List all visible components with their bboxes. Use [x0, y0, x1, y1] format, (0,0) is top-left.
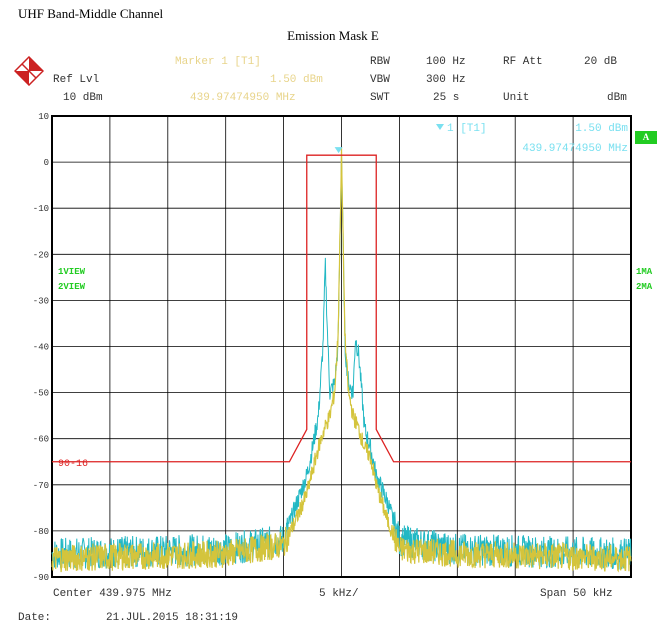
rbw-label: RBW [370, 56, 390, 68]
swt-value: 25 s [433, 92, 460, 104]
swt-label: SWT [370, 92, 390, 104]
ref-lvl-label: Ref Lvl [53, 74, 100, 86]
mask-label: 90-16 [58, 459, 88, 470]
vbw-value: 300 Hz [426, 74, 466, 86]
date-value: 21.JUL.2015 18:31:19 [106, 612, 239, 624]
y-tick-label: -10 [33, 204, 49, 214]
y-tick-label: -70 [33, 481, 49, 491]
center-freq: Center 439.975 MHz [53, 588, 172, 600]
marker-1-triangle [334, 147, 343, 154]
rbw-value: 100 Hz [426, 56, 466, 68]
unit-value: dBm [607, 92, 627, 104]
span: Span 50 kHz [540, 588, 613, 600]
unit-label: Unit [503, 92, 530, 104]
date-label: Date: [18, 612, 52, 624]
rs-logo-icon [14, 56, 44, 86]
left-label-1view: 1VIEW [58, 267, 86, 277]
left-label-2view: 2VIEW [58, 282, 86, 292]
marker-label: Marker 1 [T1] [175, 56, 261, 68]
page-title: UHF Band-Middle Channel [18, 6, 164, 21]
emission-mask-line [52, 154, 631, 463]
y-tick-label: -20 [33, 250, 49, 260]
y-tick-label: -90 [33, 573, 49, 583]
right-label-2ma: 2MA [636, 282, 653, 292]
marker-readout-icon [436, 124, 444, 130]
y-tick-label: -50 [33, 389, 49, 399]
rf-att-label: RF Att [503, 56, 543, 68]
plot-marker-level: 1.50 dBm [575, 123, 628, 135]
vbw-label: VBW [370, 74, 390, 86]
marker-level: 1.50 dBm [270, 74, 323, 86]
y-tick-label: 10 [38, 112, 49, 122]
plot-marker-label: 1 [T1] [447, 123, 487, 135]
y-tick-label: -40 [33, 343, 49, 353]
chart-title: Emission Mask E [287, 28, 379, 43]
y-tick-label: -60 [33, 435, 49, 445]
status-badge-a: A [635, 131, 657, 144]
ref-lvl-value: 10 dBm [63, 92, 103, 104]
marker-freq: 439.97474950 MHz [190, 92, 296, 104]
per-division: 5 kHz/ [319, 588, 359, 600]
y-tick-label: -30 [33, 296, 49, 306]
y-tick-label: 0 [44, 158, 49, 168]
y-tick-label: -80 [33, 527, 49, 537]
rf-att-value: 20 dB [584, 56, 618, 68]
plot-marker-freq: 439.97474950 MHz [522, 143, 628, 155]
right-label-1ma: 1MA [636, 267, 653, 277]
